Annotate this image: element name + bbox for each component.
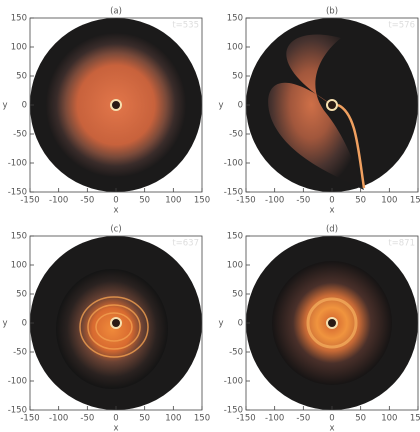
x-tick-label: 100 bbox=[165, 414, 181, 424]
y-tick-label: 150 bbox=[227, 232, 243, 242]
central-ring bbox=[111, 318, 121, 328]
y-tick-label: -100 bbox=[224, 377, 243, 387]
x-tick-label: -100 bbox=[265, 414, 284, 424]
y-axis-label: y bbox=[2, 101, 7, 111]
central-ring bbox=[327, 100, 337, 110]
x-axis-label: x bbox=[113, 424, 118, 432]
x-tick-label: 50 bbox=[355, 196, 366, 206]
x-axis-label: x bbox=[329, 206, 334, 216]
x-tick-label: 50 bbox=[139, 196, 150, 206]
x-axis-label: x bbox=[113, 206, 118, 216]
y-tick-label: -150 bbox=[224, 188, 243, 198]
y-tick-label: -150 bbox=[224, 406, 243, 416]
x-tick-label: 0 bbox=[113, 196, 118, 206]
y-tick-label: -150 bbox=[8, 406, 27, 416]
y-tick-label: 150 bbox=[11, 232, 27, 242]
time-annotation: t=871 bbox=[388, 239, 415, 249]
x-tick-label: 50 bbox=[355, 414, 366, 424]
x-tick-label: -100 bbox=[49, 196, 68, 206]
y-tick-label: 0 bbox=[22, 319, 27, 329]
x-tick-label: -50 bbox=[80, 196, 94, 206]
x-tick-label: -100 bbox=[265, 196, 284, 206]
x-tick-label: 100 bbox=[381, 414, 397, 424]
x-tick-label: 100 bbox=[165, 196, 181, 206]
x-tick-label: -50 bbox=[296, 414, 310, 424]
y-tick-label: -50 bbox=[229, 130, 243, 140]
y-tick-label: 0 bbox=[238, 101, 243, 111]
x-tick-label: 150 bbox=[194, 414, 210, 424]
y-tick-label: -50 bbox=[13, 348, 27, 358]
x-tick-label: 100 bbox=[381, 196, 397, 206]
y-tick-label: -100 bbox=[8, 159, 27, 169]
time-annotation: t=637 bbox=[172, 239, 199, 249]
panel: -150-100-50050100150-150-100-50050100150… bbox=[218, 7, 420, 216]
y-tick-label: 50 bbox=[16, 72, 27, 82]
x-axis-label: x bbox=[329, 424, 334, 432]
y-tick-label: 100 bbox=[227, 43, 243, 53]
y-axis-label: y bbox=[2, 319, 7, 329]
y-axis-label: y bbox=[218, 319, 223, 329]
y-axis-label: y bbox=[218, 101, 223, 111]
panel-title: (d) bbox=[326, 225, 338, 235]
x-tick-label: 150 bbox=[410, 414, 420, 424]
central-ring bbox=[327, 318, 337, 328]
y-tick-label: 0 bbox=[238, 319, 243, 329]
x-tick-label: -100 bbox=[49, 414, 68, 424]
panel-title: (c) bbox=[110, 225, 121, 235]
x-tick-label: 0 bbox=[113, 414, 118, 424]
y-tick-label: 50 bbox=[232, 290, 243, 300]
disk-emission bbox=[56, 269, 168, 389]
panel-title: (b) bbox=[326, 7, 338, 17]
y-tick-label: -50 bbox=[229, 348, 243, 358]
y-tick-label: 100 bbox=[11, 261, 27, 271]
panel-title: (a) bbox=[110, 7, 122, 17]
y-tick-label: 150 bbox=[227, 14, 243, 24]
x-tick-label: -50 bbox=[296, 196, 310, 206]
y-tick-label: -100 bbox=[224, 159, 243, 169]
x-tick-label: -50 bbox=[80, 414, 94, 424]
y-tick-label: 0 bbox=[22, 101, 27, 111]
y-tick-label: 150 bbox=[11, 14, 27, 24]
y-tick-label: 100 bbox=[227, 261, 243, 271]
y-tick-label: -150 bbox=[8, 188, 27, 198]
y-tick-label: 50 bbox=[232, 72, 243, 82]
time-annotation: t=576 bbox=[388, 21, 415, 31]
y-tick-label: -50 bbox=[13, 130, 27, 140]
central-ring bbox=[111, 100, 121, 110]
y-tick-label: 50 bbox=[16, 290, 27, 300]
figure: -150 -100 -50 0 50 100 150 -150 -100 -50 0 50 100 150… bbox=[0, 0, 420, 432]
x-tick-label: 50 bbox=[139, 414, 150, 424]
x-tick-label: 0 bbox=[329, 196, 334, 206]
y-tick-label: -100 bbox=[8, 377, 27, 387]
x-tick-label: 150 bbox=[410, 196, 420, 206]
y-tick-label: 100 bbox=[11, 43, 27, 53]
x-tick-label: 0 bbox=[329, 414, 334, 424]
time-annotation: t=535 bbox=[172, 21, 199, 31]
panel: -150-100-50050100150-150-100-50050100150… bbox=[218, 225, 420, 432]
x-tick-label: 150 bbox=[194, 196, 210, 206]
